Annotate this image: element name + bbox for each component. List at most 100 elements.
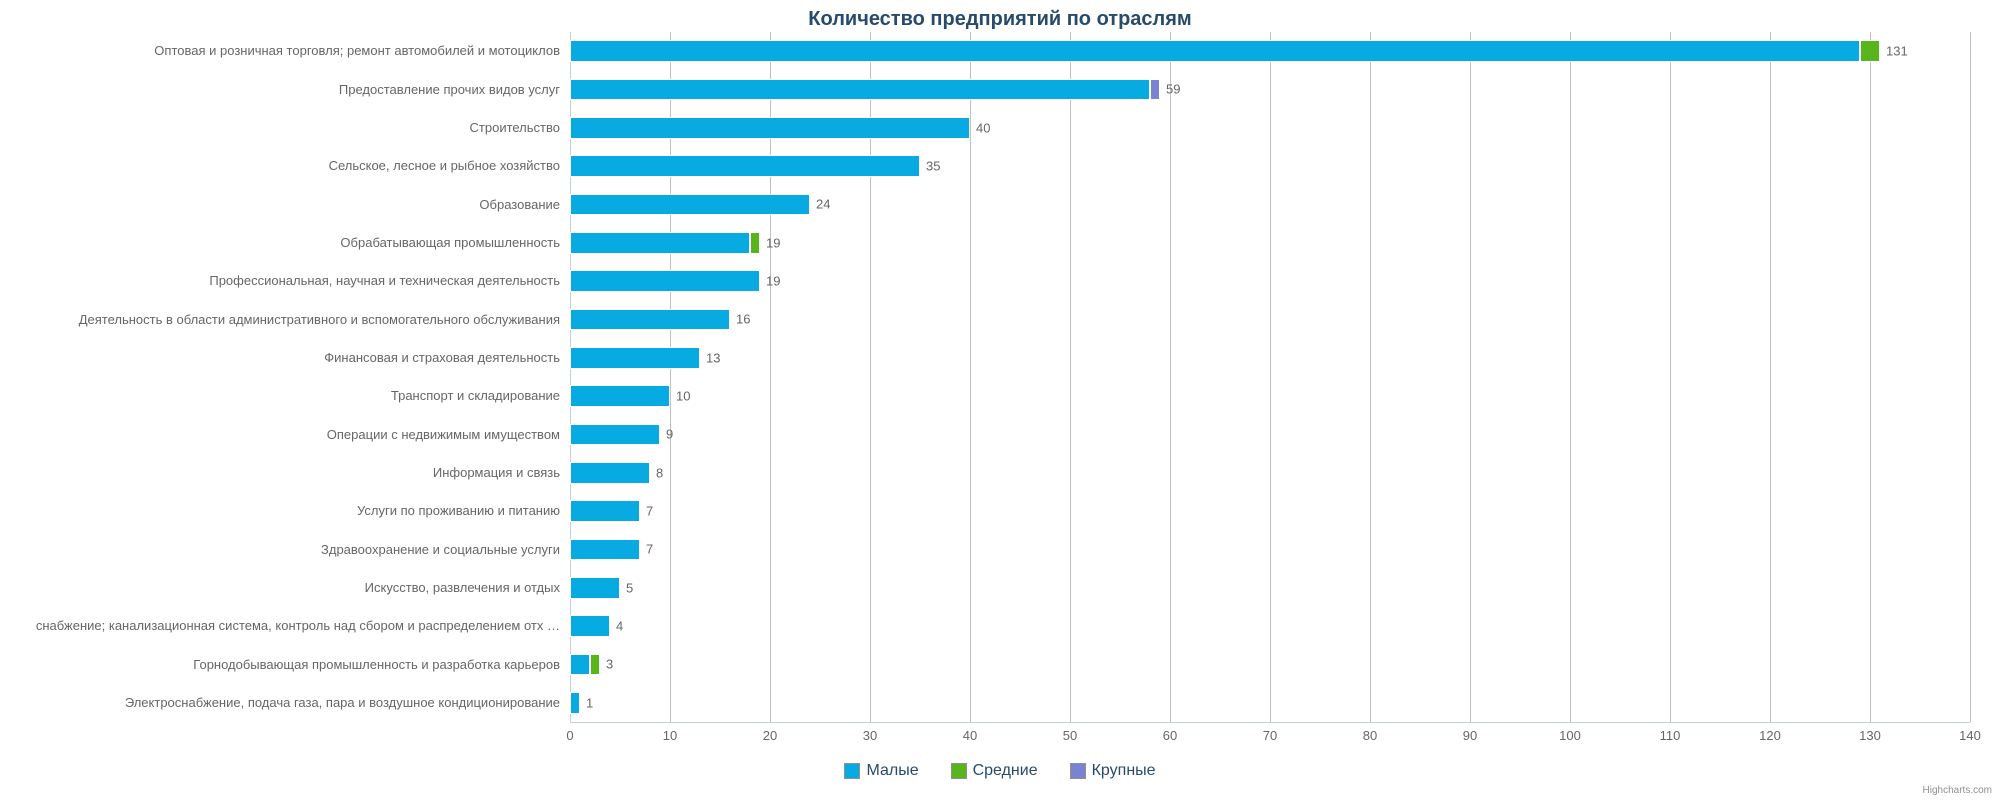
- legend: Малые Средние Крупные: [0, 762, 2000, 780]
- y-tick-label: Здравоохранение и социальные услуги: [321, 542, 570, 556]
- x-grid-line: [970, 32, 971, 722]
- legend-swatch: [951, 763, 967, 779]
- x-grid-line: [1370, 32, 1371, 722]
- bar-total-label: 8: [650, 465, 663, 480]
- plot-area: 0102030405060708090100110120130140Оптова…: [570, 32, 1970, 722]
- y-tick-label: Искусство, развлечения и отдых: [365, 581, 570, 595]
- y-tick-label: Предоставление прочих видов услуг: [339, 82, 570, 96]
- legend-item[interactable]: Малые: [844, 762, 918, 780]
- y-tick-label: Сельское, лесное и рыбное хозяйство: [329, 159, 570, 173]
- credits-label[interactable]: Highcharts.com: [1923, 785, 1992, 796]
- bar-segment[interactable]: [570, 155, 920, 176]
- bar-row: 59: [570, 79, 1160, 100]
- bar-total-label: 5: [620, 580, 633, 595]
- legend-label: Средние: [973, 762, 1038, 780]
- y-tick-label: снабжение; канализационная система, конт…: [0, 619, 570, 633]
- bar-segment[interactable]: [570, 385, 670, 406]
- bar-segment[interactable]: [570, 615, 610, 636]
- bar-segment[interactable]: [590, 654, 600, 675]
- bar-segment[interactable]: [570, 309, 730, 330]
- bar-segment[interactable]: [570, 424, 660, 445]
- bar-row: 24: [570, 194, 810, 215]
- x-grid-line: [1870, 32, 1871, 722]
- bar-row: 7: [570, 500, 640, 521]
- bar-segment[interactable]: [570, 270, 760, 291]
- x-tick-label: 140: [1959, 728, 1981, 743]
- bar-row: 7: [570, 539, 640, 560]
- bar-row: 131: [570, 40, 1880, 61]
- x-tick-label: 70: [1263, 728, 1277, 743]
- bar-segment[interactable]: [570, 654, 590, 675]
- bar-row: 16: [570, 309, 730, 330]
- bar-segment[interactable]: [570, 347, 700, 368]
- x-tick-label: 110: [1660, 728, 1681, 743]
- bar-row: 4: [570, 615, 610, 636]
- x-tick-label: 90: [1463, 728, 1477, 743]
- legend-swatch: [844, 763, 860, 779]
- bar-segment[interactable]: [1860, 40, 1880, 61]
- x-tick-label: 120: [1759, 728, 1781, 743]
- bar-total-label: 35: [920, 159, 940, 174]
- bar-total-label: 16: [730, 312, 750, 327]
- y-tick-label: Деятельность в области административного…: [79, 312, 570, 326]
- y-tick-label: Обрабатывающая промышленность: [340, 236, 570, 250]
- x-axis-line: [570, 722, 1970, 723]
- legend-item[interactable]: Крупные: [1070, 762, 1156, 780]
- bar-segment[interactable]: [570, 40, 1860, 61]
- x-tick-label: 60: [1163, 728, 1177, 743]
- bar-row: 10: [570, 385, 670, 406]
- bar-total-label: 19: [760, 235, 780, 250]
- bar-segment[interactable]: [1150, 79, 1160, 100]
- x-grid-line: [1070, 32, 1071, 722]
- bar-segment[interactable]: [570, 79, 1150, 100]
- x-grid-line: [1770, 32, 1771, 722]
- x-grid-line: [1270, 32, 1271, 722]
- bar-row: 40: [570, 117, 970, 138]
- x-grid-line: [1570, 32, 1571, 722]
- bar-total-label: 59: [1160, 82, 1180, 97]
- bar-segment[interactable]: [570, 692, 580, 713]
- bar-total-label: 4: [610, 619, 623, 634]
- x-tick-label: 0: [566, 728, 573, 743]
- x-grid-line: [1470, 32, 1471, 722]
- x-grid-line: [1170, 32, 1171, 722]
- y-tick-label: Горнодобывающая промышленность и разрабо…: [193, 657, 570, 671]
- x-tick-label: 100: [1559, 728, 1581, 743]
- x-tick-label: 20: [763, 728, 777, 743]
- bar-total-label: 19: [760, 274, 780, 289]
- bar-total-label: 24: [810, 197, 830, 212]
- bar-segment[interactable]: [570, 500, 640, 521]
- y-tick-label: Финансовая и страховая деятельность: [324, 351, 570, 365]
- bar-total-label: 131: [1880, 44, 1908, 59]
- bar-total-label: 10: [670, 389, 690, 404]
- chart-title: Количество предприятий по отраслям: [0, 8, 2000, 31]
- bar-total-label: 13: [700, 350, 720, 365]
- bar-segment[interactable]: [570, 539, 640, 560]
- y-tick-label: Операции с недвижимым имуществом: [327, 427, 570, 441]
- y-tick-label: Оптовая и розничная торговля; ремонт авт…: [154, 44, 570, 58]
- y-tick-label: Профессиональная, научная и техническая …: [209, 274, 570, 288]
- x-grid-line: [1670, 32, 1671, 722]
- bar-segment[interactable]: [570, 194, 810, 215]
- bar-row: 19: [570, 232, 760, 253]
- y-tick-label: Услуги по проживанию и питанию: [357, 504, 570, 518]
- bar-row: 13: [570, 347, 700, 368]
- bar-total-label: 3: [600, 657, 613, 672]
- bar-row: 8: [570, 462, 650, 483]
- x-grid-line: [1970, 32, 1971, 722]
- bar-segment[interactable]: [570, 232, 750, 253]
- bar-segment[interactable]: [570, 117, 970, 138]
- y-tick-label: Транспорт и складирование: [391, 389, 570, 403]
- bar-total-label: 7: [640, 504, 653, 519]
- bar-segment[interactable]: [570, 577, 620, 598]
- y-tick-label: Образование: [479, 197, 570, 211]
- bar-row: 1: [570, 692, 580, 713]
- x-tick-label: 50: [1063, 728, 1077, 743]
- legend-item[interactable]: Средние: [951, 762, 1038, 780]
- x-tick-label: 130: [1859, 728, 1881, 743]
- legend-swatch: [1070, 763, 1086, 779]
- bar-segment[interactable]: [570, 462, 650, 483]
- legend-label: Малые: [866, 762, 918, 780]
- bar-row: 19: [570, 270, 760, 291]
- bar-segment[interactable]: [750, 232, 760, 253]
